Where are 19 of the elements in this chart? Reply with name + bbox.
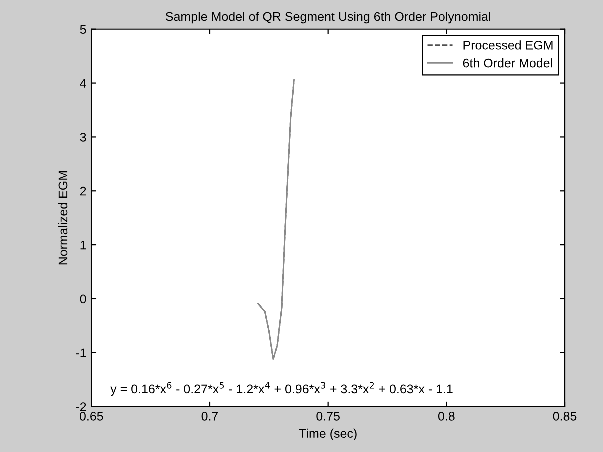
x-axis-title: Time (sec) bbox=[299, 428, 357, 441]
x-tick-label: 0.75 bbox=[316, 412, 340, 421]
y-tick-label: -2 bbox=[76, 402, 86, 412]
y-tick-label: 2 bbox=[80, 186, 86, 196]
x-tick-label: 0.8 bbox=[438, 412, 455, 421]
x-tick-label: 0.85 bbox=[553, 412, 577, 421]
x-tick-label: 0.65 bbox=[80, 412, 104, 421]
x-tick-label: 0.7 bbox=[202, 412, 218, 421]
chart-title: Sample Model of QR Segment Using 6th Order Polynomial bbox=[166, 12, 490, 24]
y-tick-label: 4 bbox=[80, 79, 86, 88]
y-tick-label: 1 bbox=[80, 240, 86, 250]
y-axis-title: Normalized EGM bbox=[58, 172, 68, 265]
y-tick-label: 5 bbox=[80, 25, 86, 34]
y-tick-label: 0 bbox=[80, 294, 86, 304]
y-tick-label: 3 bbox=[80, 133, 86, 142]
y-tick-label: -1 bbox=[76, 348, 86, 358]
text: y = 0.16*x$^{6}$ - 0.27*x$^{5}$ - 1.2*x$^{4}$ + 0.96*x$^{3}$ + 3.3*x$^{2}$ + 0.63*x - 1.1 bbox=[110, 382, 453, 396]
legend-label: Processed EGM bbox=[464, 40, 553, 50]
legend-label: 6th Order Model bbox=[463, 58, 552, 68]
